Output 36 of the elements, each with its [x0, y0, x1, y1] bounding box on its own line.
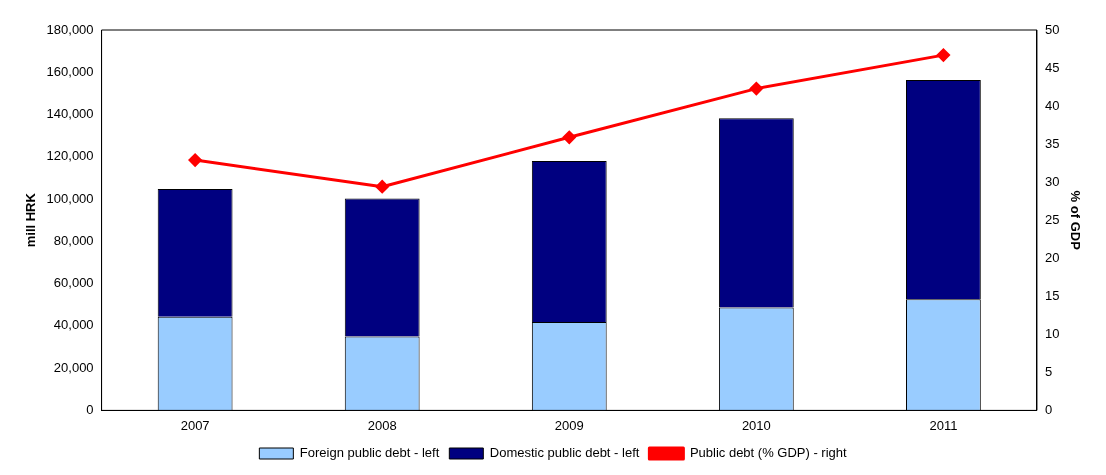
- legend-label: Foreign public debt - left: [299, 445, 440, 461]
- y-tick-label: 80,000: [53, 232, 94, 248]
- point: [562, 130, 576, 144]
- y-tick-label: 60,000: [53, 275, 94, 291]
- x-tick-label: 2011: [929, 417, 958, 433]
- legend-label: Public debt (% GDP) - right: [689, 445, 848, 461]
- y-axis-title: mill HRK: [23, 192, 39, 248]
- x-tick-label: 2009: [554, 417, 584, 433]
- y-tick-label: 40,000: [53, 317, 94, 333]
- y2-axis-title: % of GDP: [1067, 190, 1083, 251]
- legend-label: Domestic public debt - left: [489, 445, 640, 461]
- point: [375, 180, 389, 194]
- x-tick-label: 2008: [367, 417, 397, 433]
- y2-tick-label: 0: [1044, 401, 1053, 417]
- y2-tick-label: 15: [1044, 287, 1060, 303]
- y-tick-label: 160,000: [46, 63, 94, 79]
- point: [188, 153, 202, 167]
- point: [936, 48, 950, 62]
- y-tick-label: 120,000: [46, 148, 94, 164]
- x-tick-label: 2007: [180, 417, 210, 433]
- y2-tick-label: 45: [1044, 59, 1060, 75]
- y2-tick-label: 40: [1044, 97, 1060, 113]
- y2-tick-label: 30: [1044, 173, 1060, 189]
- y-tick-label: 100,000: [46, 190, 94, 206]
- y-tick-label: 140,000: [46, 106, 94, 122]
- y2-tick-label: 50: [1044, 21, 1060, 37]
- y2-tick-label: 20: [1044, 249, 1060, 265]
- y-tick-label: 20,000: [53, 359, 94, 375]
- y2-tick-label: 5: [1044, 363, 1053, 379]
- y2-tick-label: 25: [1044, 211, 1060, 227]
- point: [749, 82, 763, 96]
- y-tick-label: 180,000: [46, 21, 94, 37]
- y-tick-label: 0: [86, 401, 94, 417]
- y2-tick-label: 10: [1044, 325, 1060, 341]
- y2-tick-label: 35: [1044, 135, 1060, 151]
- x-tick-label: 2010: [741, 417, 771, 433]
